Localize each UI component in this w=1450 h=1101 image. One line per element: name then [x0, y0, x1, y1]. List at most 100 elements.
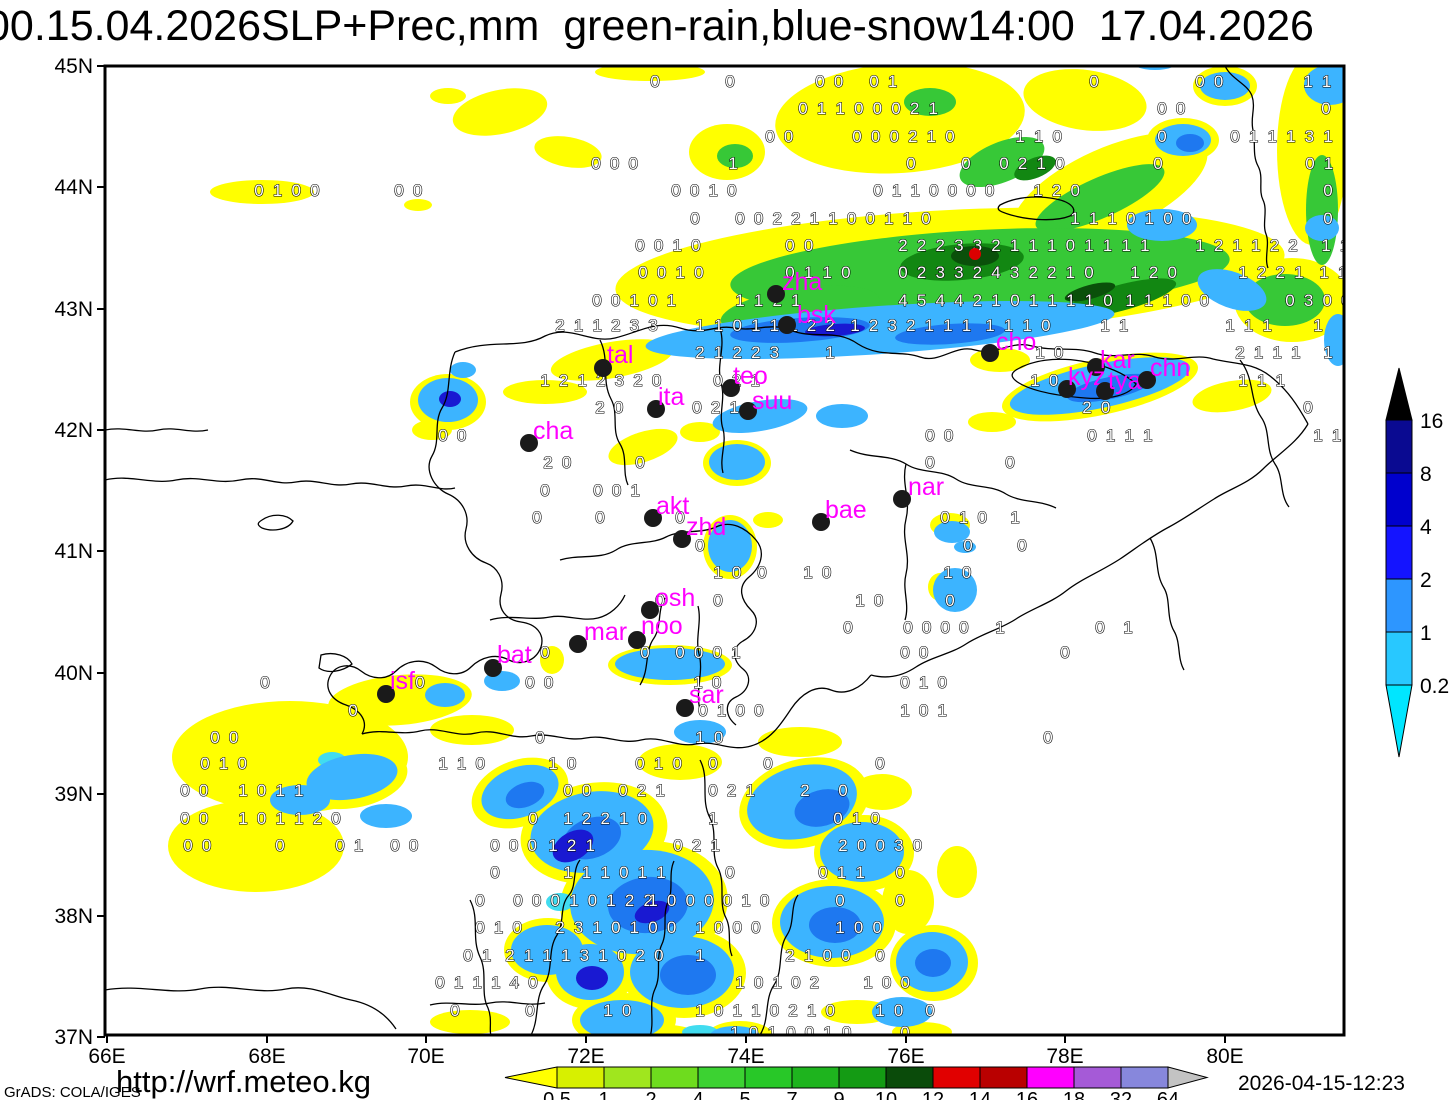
- grid-number: 2: [1288, 236, 1297, 255]
- grid-number: 0: [842, 1023, 851, 1042]
- grid-number: 0: [822, 563, 831, 582]
- grid-number: 0: [525, 1001, 534, 1020]
- grid-number: 1: [1319, 263, 1328, 282]
- grid-number: 1: [1130, 263, 1139, 282]
- grid-number: 1: [563, 863, 572, 882]
- grid-number: 0: [921, 209, 930, 228]
- precip-blob: [816, 404, 868, 428]
- grid-number: 1: [1249, 127, 1258, 146]
- grid-number: 2: [1047, 263, 1056, 282]
- grid-number: 0: [348, 701, 357, 720]
- grid-number: 0: [1095, 618, 1104, 637]
- grid-number: 1: [1022, 316, 1031, 335]
- grid-number: 3: [973, 236, 982, 255]
- grid-number: 2: [838, 836, 847, 855]
- grid-number: 0: [180, 781, 189, 800]
- grid-number: 0: [199, 781, 208, 800]
- precip-blob: [505, 781, 545, 809]
- grid-number: 0: [254, 181, 263, 200]
- grid-number: 1: [729, 398, 738, 417]
- station-dot: [1087, 358, 1105, 376]
- grid-number: 3: [648, 316, 657, 335]
- grid-number: 2: [869, 316, 878, 335]
- grid-number: 0: [540, 643, 549, 662]
- precip-blob: [968, 412, 1016, 432]
- grid-number: 0: [1084, 263, 1093, 282]
- grid-number: 0: [671, 181, 680, 200]
- grid-number: 0: [804, 236, 813, 255]
- station-dot: [767, 285, 785, 303]
- grid-number: 0: [591, 154, 600, 173]
- grid-number: 1: [875, 1001, 884, 1020]
- grid-number: 1: [937, 701, 946, 720]
- grid-number: 0: [805, 1023, 814, 1042]
- grid-number: 1: [708, 181, 717, 200]
- grid-number: 1: [1125, 291, 1134, 310]
- grid-number: 1: [1015, 127, 1024, 146]
- precip-blob: [1200, 72, 1250, 100]
- lat-label: 39N: [54, 783, 93, 806]
- grid-number: 0: [854, 918, 863, 937]
- station-label: osh: [655, 584, 695, 612]
- lat-label: 37N: [54, 1026, 93, 1049]
- precip-blob: [674, 720, 726, 744]
- grid-number: 1: [219, 754, 228, 773]
- rain-colorbar-label: 10: [875, 1089, 897, 1100]
- grid-number: 2: [582, 809, 591, 828]
- precip-blob: [1023, 69, 1147, 131]
- precip-grid-values-layer: 0 0 0 0 0 1 0 0 0 1 10 1 1 0 0 0 2 1 0 0 00 0 0 0 0 2 1 0 1 1 0 0 0 1 1 1 3 1…: [180, 71, 1344, 1042]
- grid-number: 3: [887, 316, 896, 335]
- rain-colorbar-segment: [932, 1066, 981, 1089]
- grid-number: 1: [275, 809, 284, 828]
- grid-number: 1: [294, 781, 303, 800]
- snow-colorbar-label: 16: [1420, 410, 1443, 433]
- grid-number: 0: [628, 154, 637, 173]
- grid-number: 1: [1195, 236, 1204, 255]
- grid-number: 0: [450, 1001, 459, 1020]
- grid-number: 0: [617, 946, 626, 965]
- grid-number: 0: [690, 181, 699, 200]
- grid-number: 0: [1321, 99, 1330, 118]
- grid-number: 1: [835, 99, 844, 118]
- grid-number: 0: [940, 508, 949, 527]
- grid-number: 1: [959, 508, 968, 527]
- rain-colorbar-label: 12: [922, 1089, 944, 1100]
- grid-number: 2: [1052, 181, 1061, 200]
- grid-number: 1: [1034, 127, 1043, 146]
- grid-number: 2: [908, 127, 917, 146]
- grid-number: 0: [977, 508, 986, 527]
- lon-label: 78E: [1046, 1045, 1083, 1068]
- grid-number: 2: [751, 343, 760, 362]
- grid-number: 3: [630, 316, 639, 335]
- grid-number: 1: [1294, 263, 1303, 282]
- grid-number: 0: [962, 563, 971, 582]
- grid-number: 0: [870, 809, 879, 828]
- border-line: [870, 423, 1309, 678]
- grid-number: 3: [954, 263, 963, 282]
- grid-number: 1: [1047, 291, 1056, 310]
- station-dot: [893, 490, 911, 508]
- grid-number: 1: [770, 316, 779, 335]
- grid-number: 0: [872, 918, 881, 937]
- border-line: [759, 894, 799, 1035]
- grid-number: 0: [640, 643, 649, 662]
- grid-number: 2: [732, 371, 741, 390]
- grid-number: 2: [313, 809, 322, 828]
- grid-number: 0: [691, 236, 700, 255]
- precip-blob: [430, 88, 466, 104]
- grid-number: 0: [675, 508, 684, 527]
- grid-number: 0: [751, 918, 760, 937]
- border-line: [429, 1001, 546, 1006]
- grid-number: 0: [898, 263, 907, 282]
- grid-number: 1: [667, 291, 676, 310]
- grid-number: 1: [1244, 316, 1253, 335]
- grid-number: 1: [1121, 236, 1130, 255]
- station-dot: [520, 434, 538, 452]
- grid-number: 0: [763, 754, 772, 773]
- grid-number: 0: [685, 891, 694, 910]
- grid-number: 1: [735, 973, 744, 992]
- precip-blob: [954, 541, 976, 553]
- grid-number: 1: [828, 209, 837, 228]
- grid-number: 0: [1054, 343, 1063, 362]
- grid-number: 0: [903, 618, 912, 637]
